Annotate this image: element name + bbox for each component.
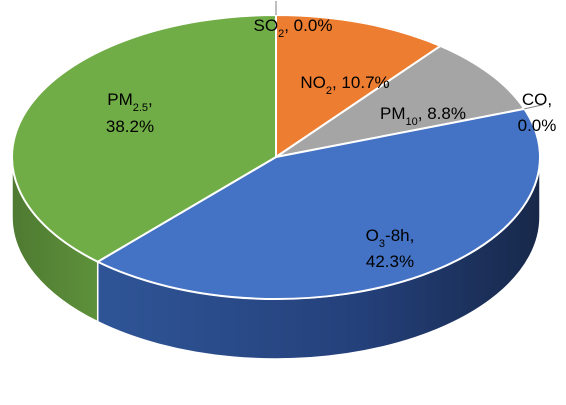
label-pm10: PM10, 8.8% bbox=[380, 104, 466, 128]
label-no2: NO2, 10.7% bbox=[300, 73, 389, 97]
label-co-value: 0.0% bbox=[518, 116, 557, 135]
pie-slice-4 bbox=[96, 107, 541, 300]
label-co-name: CO, bbox=[522, 90, 552, 109]
leader-co bbox=[524, 104, 543, 110]
label-so2: SO2, 0.0% bbox=[254, 16, 333, 40]
pie-tops bbox=[11, 14, 541, 300]
label-o3-name: O3-8h, bbox=[366, 226, 415, 250]
leader-lines bbox=[275, 1, 543, 110]
pie-slice-1 bbox=[275, 14, 442, 158]
label-o3-value: 42.3% bbox=[366, 252, 414, 271]
label-pm25-value: 38.2% bbox=[106, 117, 154, 136]
pie-slice-2 bbox=[275, 44, 526, 158]
pie-slice-5 bbox=[11, 14, 277, 263]
label-pm25-name: PM2.5, bbox=[107, 90, 153, 114]
